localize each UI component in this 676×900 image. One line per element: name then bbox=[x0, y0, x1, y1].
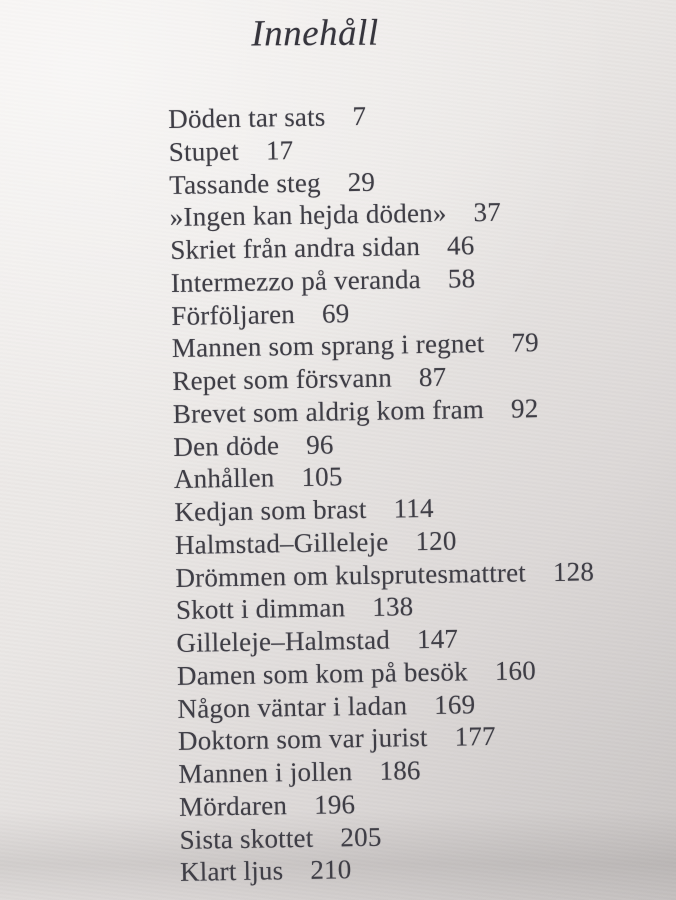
page-title: Innehåll bbox=[251, 12, 379, 55]
page-number: 92 bbox=[510, 392, 539, 424]
chapter-title: Stupet bbox=[168, 135, 240, 167]
page-number: 46 bbox=[446, 230, 475, 261]
chapter-title: Gilleleje–Halmstad bbox=[176, 624, 391, 658]
chapter-title: Skott i dimman bbox=[175, 592, 346, 626]
chapter-title: Döden tar sats bbox=[168, 101, 326, 134]
chapter-title: Anhållen bbox=[173, 462, 275, 495]
page-number: 138 bbox=[372, 591, 414, 623]
page-number: 128 bbox=[552, 555, 595, 587]
page-number: 196 bbox=[313, 788, 356, 820]
toc-entry: Klart ljus 210 bbox=[180, 850, 599, 889]
page-number: 186 bbox=[379, 755, 421, 786]
page-number: 169 bbox=[433, 688, 476, 720]
chapter-title: Intermezzo på veranda bbox=[170, 263, 422, 298]
page-number: 114 bbox=[393, 492, 434, 524]
toc-entry: Damen som kom på besök 160 bbox=[177, 653, 596, 692]
page-number: 29 bbox=[347, 166, 376, 197]
page-number: 210 bbox=[310, 854, 352, 886]
chapter-title: Någon väntar i ladan bbox=[177, 689, 408, 724]
page-number: 87 bbox=[418, 361, 447, 393]
chapter-title: Drömmen om kulsprutesmattret bbox=[175, 556, 527, 593]
chapter-title: Mannen i jollen bbox=[178, 756, 353, 789]
page-number: 205 bbox=[340, 821, 382, 852]
page-number: 17 bbox=[265, 134, 294, 166]
chapter-title: Damen som kom på besök bbox=[176, 656, 469, 691]
page-number: 7 bbox=[352, 100, 367, 132]
chapter-title: Skriet från andra sidan bbox=[170, 231, 421, 265]
page-number: 69 bbox=[321, 297, 350, 329]
chapter-title: Mannen som sprang i regnet bbox=[171, 328, 485, 364]
page-number: 147 bbox=[416, 623, 459, 655]
page-number: 105 bbox=[301, 461, 343, 493]
page-number: 160 bbox=[494, 655, 537, 686]
chapter-title: Den döde bbox=[173, 429, 280, 462]
chapter-title: Brevet som aldrig kom fram bbox=[172, 393, 485, 429]
page-number: 79 bbox=[511, 327, 540, 358]
page-number: 96 bbox=[305, 428, 334, 460]
chapter-title: Sista skottet bbox=[179, 822, 314, 855]
chapter-title: Mördaren bbox=[178, 789, 288, 822]
chapter-title: Förföljaren bbox=[171, 298, 296, 331]
toc-entry: Mannen som sprang i regnet 79 bbox=[172, 326, 591, 365]
page-number: 177 bbox=[454, 721, 496, 752]
chapter-title: »Ingen kan hejda döden» bbox=[169, 197, 447, 233]
page-number: 120 bbox=[415, 525, 457, 556]
toc-entry: Brevet som aldrig kom fram 92 bbox=[173, 391, 592, 430]
page-number: 37 bbox=[473, 197, 502, 228]
chapter-title: Klart ljus bbox=[179, 855, 284, 888]
page-number: 58 bbox=[447, 262, 476, 294]
chapter-title: Kedjan som brast bbox=[174, 493, 367, 527]
chapter-title: Repet som försvann bbox=[172, 362, 393, 396]
chapter-title: Doktorn som var jurist bbox=[177, 722, 428, 757]
table-of-contents: Döden tar sats 7 Stupet 17 Tassande steg… bbox=[168, 96, 599, 888]
chapter-title: Tassande steg bbox=[169, 167, 321, 200]
chapter-title: Halmstad–Gilleleje bbox=[174, 526, 389, 560]
